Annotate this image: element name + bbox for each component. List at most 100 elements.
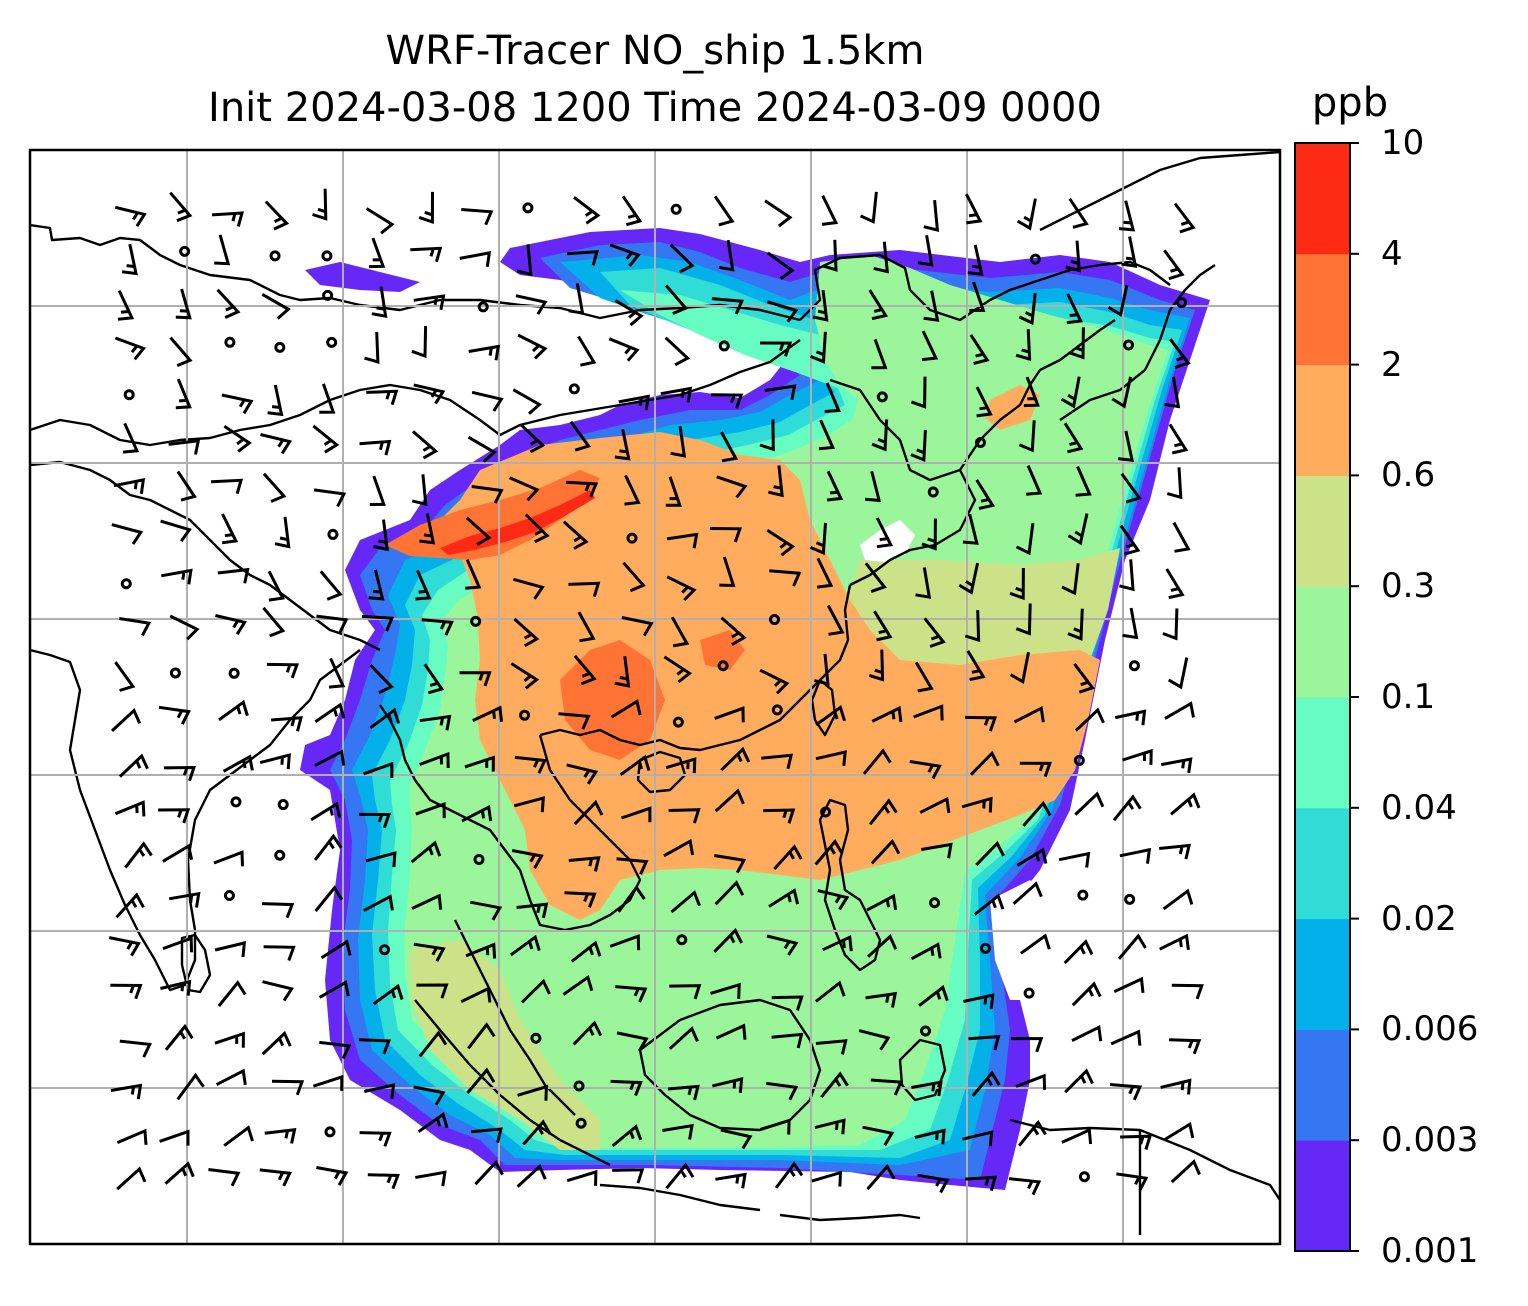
wind-barb [116,1128,148,1145]
wind-barb [969,281,986,312]
wind-barb [865,991,898,1008]
coastline-malay [453,919,576,1116]
calm-wind-marker [379,944,391,956]
calm-wind-marker [927,486,939,498]
wind-barb [1122,748,1153,765]
wind-barb [1015,603,1032,636]
wind-barb [766,300,799,323]
wind-barb [714,880,745,906]
wind-barb [1074,707,1105,732]
wind-barb [612,1168,645,1184]
wind-barb [163,765,196,782]
wind-barb [319,1040,352,1060]
wind-barb [961,796,993,813]
wind-barb [474,1159,504,1186]
wind-barb [911,1080,943,1097]
wind-barb [558,712,591,730]
calm-wind-marker [672,716,684,728]
wind-barb [621,806,652,823]
wind-barb [1013,706,1045,724]
coastline-sumatra [414,999,611,1167]
wind-barb [918,984,949,1007]
wind-barb [111,523,144,545]
wind-barb [416,983,449,999]
wind-barb [1009,651,1030,684]
colorbar-segment [1295,1029,1350,1141]
wind-barb [160,979,192,996]
calm-wind-marker [1176,297,1188,309]
wind-barb [1016,198,1037,231]
wind-barb [923,290,940,322]
wind-barb [312,188,328,221]
wind-barb [118,753,149,778]
wind-barb [169,614,200,641]
calm-wind-marker [676,934,688,946]
wind-barb [714,788,745,813]
wind-barb [359,1131,392,1147]
wind-barb [566,1169,598,1186]
wind-barb [314,749,346,767]
wind-barb [524,513,550,544]
wind-barb [211,478,244,495]
wind-barb [668,808,701,824]
wind-barb [1067,608,1084,641]
wind-barb [465,516,492,546]
wind-barb [1075,466,1092,497]
wind-barb [759,1118,791,1135]
wind-barb [812,289,829,322]
wind-barb [570,940,602,963]
colorbar-tick-label: 0.006 [1381,1009,1479,1050]
wind-barb [517,1084,548,1101]
wind-barb [121,243,138,276]
wind-barb [413,294,446,311]
wind-barb [714,854,747,874]
wind-barb [917,235,934,267]
wind-barb [117,289,135,321]
wind-barb [1117,933,1147,960]
wind-barb [259,753,291,770]
wind-barb [214,234,231,266]
wind-barb [217,567,250,584]
wind-barb [373,519,389,552]
wind-barb [316,614,349,634]
colorbar-segment [1295,143,1350,255]
wind-barb [771,995,804,1011]
wind-barb [1015,523,1035,556]
wind-barb [460,986,492,1004]
wind-barb [419,513,436,545]
wind-barb [965,193,983,225]
wind-barb [670,890,701,914]
wind-barb [319,570,343,601]
wind-barb [1009,567,1025,601]
wind-barb [614,299,644,327]
coastline-korea [959,319,1116,471]
wind-barb [715,1172,747,1189]
wind-barb [914,1128,946,1145]
wind-barb [274,516,291,549]
wind-barb [509,476,540,502]
wind-barb [516,1163,547,1188]
colorbar-segment [1295,697,1350,809]
wind-barb [663,838,695,858]
wind-barb [969,750,1000,776]
wind-barb [318,980,350,999]
wind-barb [669,984,702,1000]
wind-barb [815,1039,848,1055]
wind-barb [459,251,492,268]
wind-barb [1109,1083,1143,1101]
wind-barb [769,569,802,587]
wind-barb [213,850,244,867]
wind-barb [975,840,1005,866]
wind-barb [971,1070,1001,1097]
calm-wind-marker [530,1032,542,1044]
wind-barb [522,1119,552,1146]
calm-wind-marker [979,942,991,954]
tracer-field [300,228,1210,1190]
wind-barb [766,251,795,280]
wind-barb [862,748,892,775]
wind-barb [1170,1159,1201,1184]
wind-barb [510,662,540,690]
wind-barb [363,761,394,778]
wind-barb [415,569,432,601]
wind-barb [968,1034,1001,1051]
